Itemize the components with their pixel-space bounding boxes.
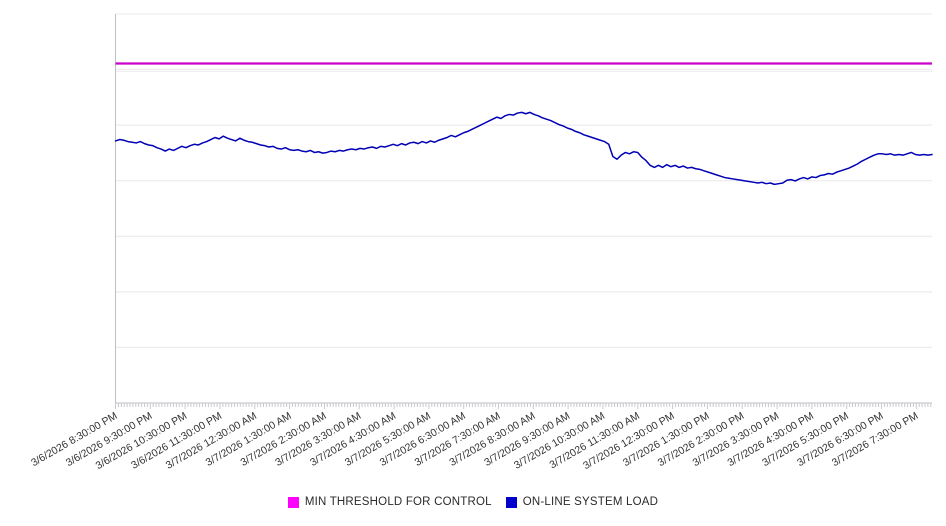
series-line-on-line-system-load <box>114 111 933 186</box>
chart-legend: MIN THRESHOLD FOR CONTROL ON-LINE SYSTEM… <box>0 496 946 508</box>
legend-swatch-magenta <box>287 496 299 508</box>
x-axis-minor-ticks <box>115 403 932 409</box>
legend-label-min-threshold-for-control: MIN THRESHOLD FOR CONTROL <box>304 496 492 508</box>
axis-lines <box>115 14 932 404</box>
legend-swatch-blue <box>505 496 517 508</box>
legend-label-on-line-system-load: ON-LINE SYSTEM LOAD <box>522 496 659 508</box>
legend-item-min-threshold-for-control[interactable]: MIN THRESHOLD FOR CONTROL <box>287 496 492 508</box>
gridlines <box>115 13 932 404</box>
legend-item-on-line-system-load[interactable]: ON-LINE SYSTEM LOAD <box>505 496 659 508</box>
